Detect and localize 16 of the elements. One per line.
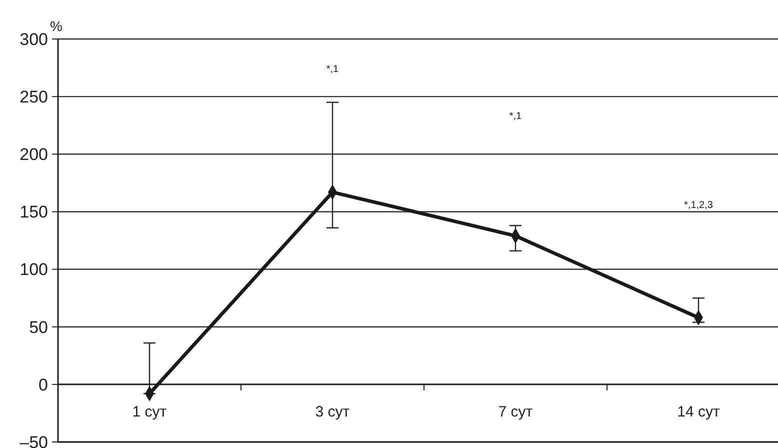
y-tick-label: 0 — [38, 375, 48, 394]
x-tick-label: 1 сут — [132, 403, 167, 420]
y-tick-label: –50 — [20, 432, 48, 448]
x-tick-label: 7 сут — [498, 403, 533, 420]
y-tick-label: 150 — [20, 202, 48, 222]
annotation: *,1,2,3 — [684, 200, 714, 211]
y-axis-title: % — [50, 18, 62, 34]
y-tick-label: 200 — [20, 145, 48, 164]
y-tick-label: 300 — [20, 30, 48, 49]
x-tick-label: 3 сут — [315, 403, 350, 420]
annotation: *,1 — [509, 111, 522, 122]
y-tick-label: 250 — [20, 88, 48, 107]
x-tick-label: 14 сут — [677, 403, 720, 420]
annotation: *,1 — [326, 64, 340, 75]
y-tick-label: 100 — [20, 260, 48, 280]
y-tick-label: 50 — [29, 318, 48, 337]
